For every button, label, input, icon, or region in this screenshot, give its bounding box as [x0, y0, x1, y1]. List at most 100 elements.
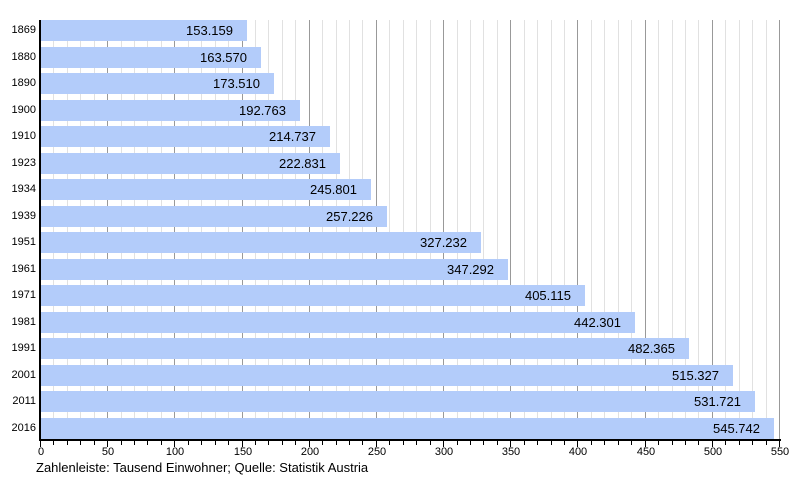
bar: 214.737 [41, 126, 330, 147]
x-axis-tick-minor [215, 441, 216, 445]
gridline-minor [80, 20, 81, 439]
x-axis-tick-minor [53, 441, 54, 445]
bar-value-label: 347.292 [447, 262, 494, 277]
x-axis-tick-minor [497, 441, 498, 445]
gridline-minor [497, 20, 498, 439]
gridline-major [577, 20, 578, 439]
gridline-minor [591, 20, 592, 439]
x-axis-tick-minor [739, 441, 740, 445]
x-axis-tick-minor [188, 441, 189, 445]
x-axis-tick-minor [564, 441, 565, 445]
gridline-minor [430, 20, 431, 439]
bar: 173.510 [41, 73, 274, 94]
x-axis-tick-minor [295, 441, 296, 445]
gridline-minor [53, 20, 54, 439]
x-axis-tick-minor [698, 441, 699, 445]
x-axis-tick-major [174, 441, 175, 447]
x-axis-tick-minor [121, 441, 122, 445]
x-axis-tick-minor [483, 441, 484, 445]
bar: 327.232 [41, 232, 481, 253]
gridline-minor [161, 20, 162, 439]
gridline-minor [752, 20, 753, 439]
x-axis-tick-minor [725, 441, 726, 445]
y-axis-label: 1961 [11, 263, 36, 275]
x-axis-tick-minor [282, 441, 283, 445]
gridline-major [779, 20, 780, 439]
x-axis-tick-minor [766, 441, 767, 445]
x-axis-tick-minor [349, 441, 350, 445]
x-axis-tick-minor [551, 441, 552, 445]
x-axis-tick-minor [228, 441, 229, 445]
gridline-minor [604, 20, 605, 439]
x-axis-tick-minor [336, 441, 337, 445]
x-axis-tick-major [242, 441, 243, 447]
gridline-minor [551, 20, 552, 439]
bar-value-label: 327.232 [420, 235, 467, 250]
gridline-minor [564, 20, 565, 439]
gridline-major [309, 20, 310, 439]
x-axis-tick-major [376, 441, 377, 447]
bar: 531.721 [41, 391, 755, 412]
x-axis-tick-minor [67, 441, 68, 445]
x-axis-tick-minor [268, 441, 269, 445]
gridline-minor [766, 20, 767, 439]
gridline-minor [362, 20, 363, 439]
x-axis-tick-label: 250 [367, 446, 387, 458]
gridline-minor [336, 20, 337, 439]
x-axis-tick-label: 0 [37, 446, 45, 458]
x-axis-tick-minor [94, 441, 95, 445]
x-axis-tick-label: 450 [636, 446, 656, 458]
x-axis-tick-minor [134, 441, 135, 445]
gridline-minor [121, 20, 122, 439]
bar-value-label: 257.226 [326, 209, 373, 224]
x-axis-tick-minor [457, 441, 458, 445]
x-axis-tick-label: 50 [101, 446, 115, 458]
x-axis-tick-label: 100 [165, 446, 185, 458]
gridline-minor [282, 20, 283, 439]
gridline-major [443, 20, 444, 439]
x-axis-tick-minor [403, 441, 404, 445]
bar: 245.801 [41, 179, 371, 200]
gridline-minor [295, 20, 296, 439]
bar: 222.831 [41, 153, 340, 174]
x-axis-line [39, 439, 781, 441]
gridline-minor [725, 20, 726, 439]
gridline-major [376, 20, 377, 439]
x-axis-tick-minor [658, 441, 659, 445]
x-axis-tick-minor [161, 441, 162, 445]
y-axis-label: 1934 [11, 183, 36, 195]
gridline-major [712, 20, 713, 439]
y-axis-label: 1890 [11, 77, 36, 89]
plot-area: 153.159 163.570 173.510 192.763 214.737 222.8… [41, 20, 780, 439]
bar: 545.742 [41, 418, 774, 439]
x-axis-tick-label: 500 [703, 446, 723, 458]
gridline-minor [255, 20, 256, 439]
gridline-minor [147, 20, 148, 439]
bar-value-label: 545.742 [713, 421, 760, 436]
x-axis-tick-major [712, 441, 713, 447]
gridline-minor [685, 20, 686, 439]
bar-value-label: 214.737 [269, 129, 316, 144]
x-axis-tick-minor [80, 441, 81, 445]
gridline-minor [322, 20, 323, 439]
bar: 442.301 [41, 312, 635, 333]
gridline-minor [672, 20, 673, 439]
bar: 515.327 [41, 365, 733, 386]
bar: 347.292 [41, 259, 508, 280]
x-axis-tick-minor [631, 441, 632, 445]
x-axis-tick-minor [322, 441, 323, 445]
gridline-minor [524, 20, 525, 439]
y-axis-label: 1951 [11, 236, 36, 248]
gridline-minor [403, 20, 404, 439]
x-axis-tick-minor [685, 441, 686, 445]
x-axis-tick-minor [524, 441, 525, 445]
y-axis-label: 1939 [11, 210, 36, 222]
bar-value-label: 222.831 [279, 156, 326, 171]
bar-value-label: 163.570 [200, 50, 247, 65]
chart-caption: Zahlenleiste: Tausend Einwohner; Quelle:… [36, 460, 369, 475]
y-axis-label: 1923 [11, 157, 36, 169]
gridline-minor [134, 20, 135, 439]
x-axis-tick-minor [618, 441, 619, 445]
gridline-minor [739, 20, 740, 439]
